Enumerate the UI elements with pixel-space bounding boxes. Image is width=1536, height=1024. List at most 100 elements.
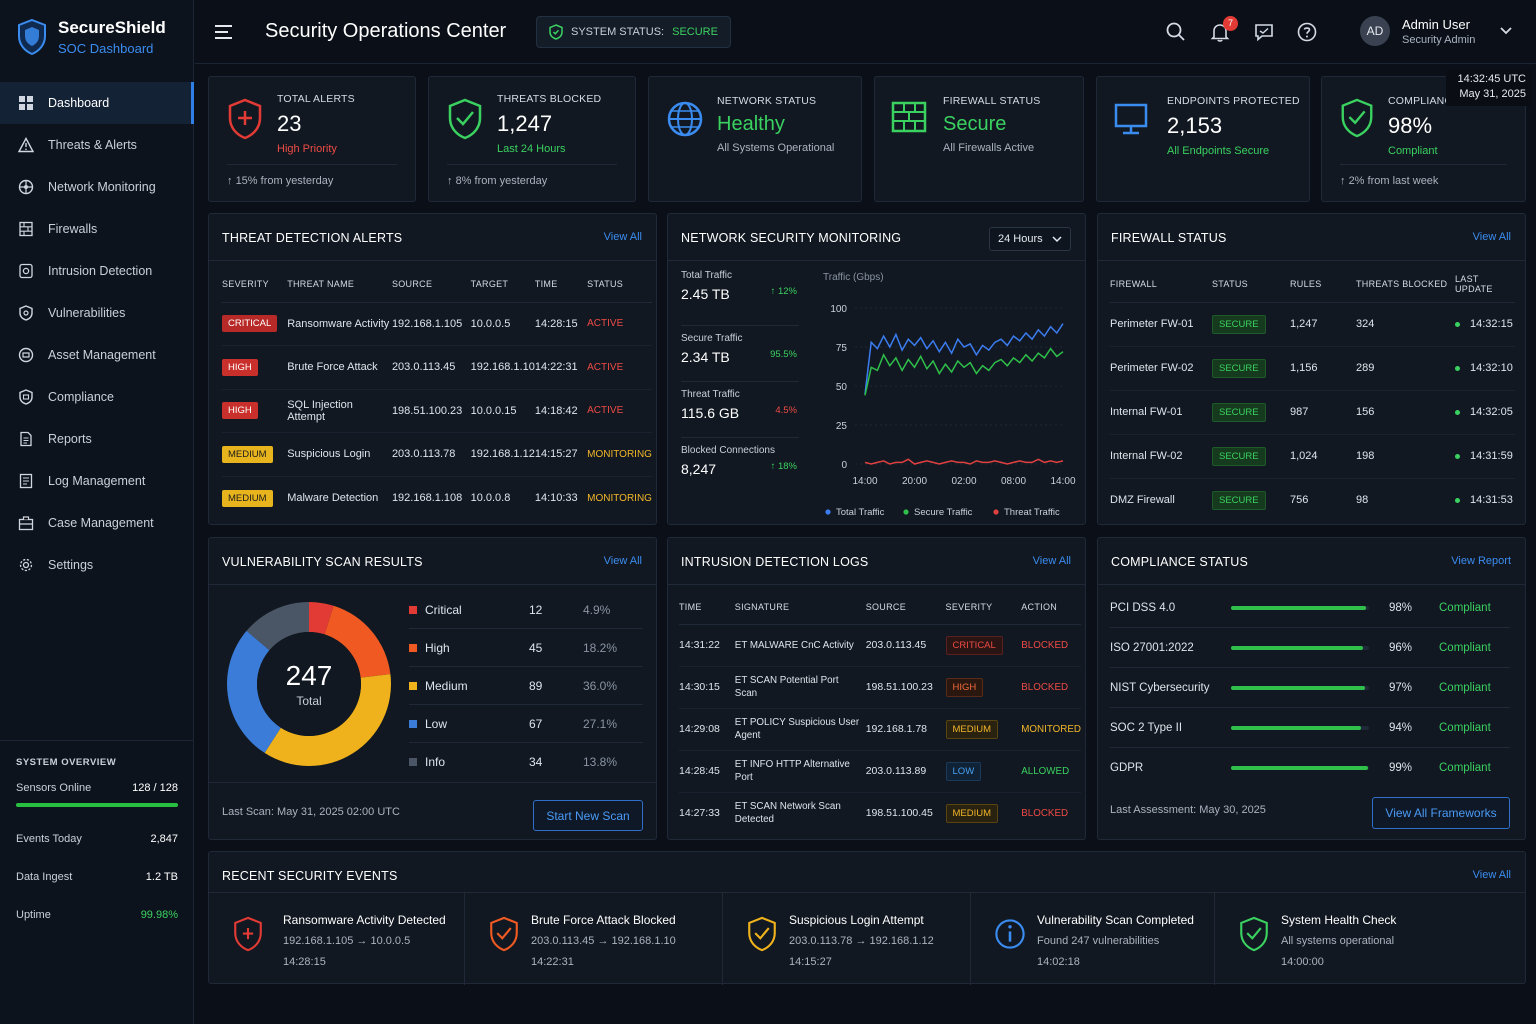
table-row[interactable]: 14:28:45 ET INFO HTTP Alternative Port 203… [679,750,1081,793]
sidebar-item-intrusion-detection[interactable]: Intrusion Detection [0,250,194,292]
signature: ET SCAN Network Scan Detected [734,801,841,826]
notifications-button[interactable]: 7 [1209,16,1238,43]
event-item[interactable]: System Health Check All systems operation… [1215,893,1527,985]
compliance-icon [19,389,33,405]
severity-cell: HIGH [945,666,1022,709]
event-text: Brute Force Attack Blocked 203.0.113.45 →… [531,913,676,968]
help-icon[interactable] [1296,21,1318,43]
sidebar-item-threats-alerts[interactable]: Threats & Alerts [0,124,194,166]
target-ip: 10.0.0.8 [470,492,511,504]
event-text: Ransomware Activity Detected 192.168.1.10… [283,913,446,968]
kpi-label: ENDPOINTS PROTECTED [1167,95,1300,107]
view-all-link[interactable]: View All [1472,231,1511,243]
view-report-link[interactable]: View Report [1451,555,1511,567]
compliance-rows: PCI DSS 4.0 98% Compliant ISO 27001:2022 96%… [1110,588,1510,788]
last-update: 14:31:53 [1470,494,1513,507]
compliance-bar-fill [1231,605,1367,610]
source-ip: 203.0.113.45 [391,345,471,390]
table-row[interactable]: Perimeter FW-02 SECURE 1,156 289 14:32:10 [1110,346,1515,391]
compliance-row[interactable]: PCI DSS 4.0 98% Compliant [1110,588,1510,628]
ids-table: TIME SIGNATURE SOURCE SEVERITY ACTION 14:31:2… [679,590,1081,834]
view-all-frameworks-button[interactable]: View All Frameworks [1372,797,1510,829]
menu-icon[interactable] [215,24,233,40]
sidebar-item-reports[interactable]: Reports [0,418,194,460]
search-icon[interactable] [1165,21,1187,43]
event-item[interactable]: Suspicious Login Attempt 203.0.113.78 → 1… [723,893,971,985]
sidebar-item-settings[interactable]: Settings [0,544,194,586]
kpi-label: FIREWALL STATUS [943,95,1041,107]
sidebar-item-network-monitoring[interactable]: Network Monitoring [0,166,194,208]
kpi-firewall-status[interactable]: FIREWALL STATUS Secure All Firewalls Act… [874,76,1084,202]
table-row[interactable]: 14:30:15 ET SCAN Potential Port Scan 198.5… [679,666,1081,709]
legend-label: High [425,640,450,655]
log-time: 14:30:15 [679,666,735,709]
sidebar-item-firewalls[interactable]: Firewalls [0,208,194,250]
compliance-row[interactable]: SOC 2 Type II 94% Compliant [1110,708,1510,748]
table-row[interactable]: CRITICAL Ransomware Activity 192.168.1.105… [222,302,652,346]
table-row[interactable]: 14:27:33 ET SCAN Network Scan Detected 198… [679,792,1081,834]
compliance-panel: COMPLIANCE STATUS View Report PCI DSS 4.… [1097,537,1526,840]
kpi-endpoints[interactable]: ENDPOINTS PROTECTED 2,153 All Endpoints … [1096,76,1310,202]
table-row[interactable]: MEDIUM Malware Detection 192.168.1.108 10.0… [222,476,652,520]
kpi-total-alerts[interactable]: TOTAL ALERTS 23 High Priority ↑ 15% from… [208,76,416,202]
firewall-name: Perimeter FW-01 [1110,302,1212,347]
messages-icon[interactable] [1253,21,1275,43]
y-tick-label: 0 [841,460,847,471]
range-select[interactable]: 24 Hours [989,227,1071,251]
table-row[interactable]: Internal FW-02 SECURE 1,024 198 14:31:59 [1110,434,1515,479]
event-item[interactable]: Ransomware Activity Detected 192.168.1.10… [209,893,465,985]
view-all-link[interactable]: View All [603,555,642,567]
table-row[interactable]: 14:31:22 ET MALWARE CnC Activity 203.0.113… [679,624,1081,667]
sidebar-item-label: Intrusion Detection [48,264,153,278]
brand[interactable]: SecureShield SOC Dashboard [16,18,166,56]
view-all-link[interactable]: View All [1032,555,1071,567]
table-row[interactable]: Internal FW-01 SECURE 987 156 14:32:05 [1110,390,1515,435]
table-row[interactable]: DMZ Firewall SECURE 756 98 14:31:53 [1110,478,1515,522]
table-row[interactable]: MEDIUM Suspicious Login 203.0.113.78 192.16… [222,432,652,477]
table-row[interactable]: Perimeter FW-01 SECURE 1,247 324 14:32:15 [1110,302,1515,347]
globe-icon [667,101,703,137]
compliance-row[interactable]: NIST Cybersecurity 97% Compliant [1110,668,1510,708]
kpi-threats-blocked[interactable]: THREATS BLOCKED 1,247 Last 24 Hours ↑ 8%… [428,76,636,202]
table-row[interactable]: HIGH Brute Force Attack 203.0.113.45 192.16… [222,345,652,390]
table-row[interactable]: HIGH SQL Injection Attempt 198.51.100.23 10… [222,389,652,433]
status-shield-icon [549,24,563,40]
log-action: BLOCKED [1021,807,1069,819]
sidebar-item-asset-management[interactable]: Asset Management [0,334,194,376]
table-row[interactable]: 14:29:08 ET POLICY Suspicious User Agent 1… [679,708,1081,751]
gear-icon [19,558,33,572]
sidebar-item-compliance[interactable]: Compliance [0,376,194,418]
shield-alert-icon [228,98,262,140]
view-all-link[interactable]: View All [1472,869,1511,881]
kpi-foot-text: 2% from last week [1348,175,1439,187]
stat-value: 115.6 GB [681,405,740,421]
legend-label: Low [425,716,448,731]
chevron-down-icon [1052,235,1062,242]
sidebar-item-dashboard[interactable]: Dashboard [0,82,194,124]
legend-label: Info [425,755,446,769]
firewall-name: Perimeter FW-02 [1110,346,1212,391]
sidebar-item-case-management[interactable]: Case Management [0,502,194,544]
kpi-network-status[interactable]: NETWORK STATUS Healthy All Systems Opera… [648,76,862,202]
network-monitor-panel: NETWORK SECURITY MONITORING 24 Hours Tot… [667,213,1086,525]
event-item[interactable]: Vulnerability Scan Completed Found 247 vu… [971,893,1215,985]
compliance-row[interactable]: ISO 27001:2022 96% Compliant [1110,628,1510,668]
event-title: Ransomware Activity Detected [283,913,446,927]
sidebar-item-vulnerabilities[interactable]: Vulnerabilities [0,292,194,334]
log-action: BLOCKED [1021,624,1081,667]
sidebar-item-label: Firewalls [48,222,98,236]
event-item[interactable]: Brute Force Attack Blocked 203.0.113.45 →… [465,893,723,985]
user-menu[interactable]: AD Admin User Security Admin [1360,16,1513,46]
network-icon [18,179,34,195]
compliance-bar-fill [1231,645,1364,650]
start-scan-button[interactable]: Start New Scan [533,800,643,831]
sidebar-item-log-management[interactable]: Log Management [0,460,194,502]
kpi-foot: ↑ 2% from last week [1340,164,1507,187]
view-all-link[interactable]: View All [603,231,642,243]
compliance-percent: 97% [1389,681,1413,694]
sidebar-item-label: Vulnerabilities [48,306,126,320]
log-action: BLOCKED [1021,666,1081,709]
source-ip: 192.168.1.105 [391,302,471,346]
compliance-row[interactable]: GDPR 99% Compliant [1110,748,1510,788]
legend-item: Critical 12 4.9% [409,591,643,629]
